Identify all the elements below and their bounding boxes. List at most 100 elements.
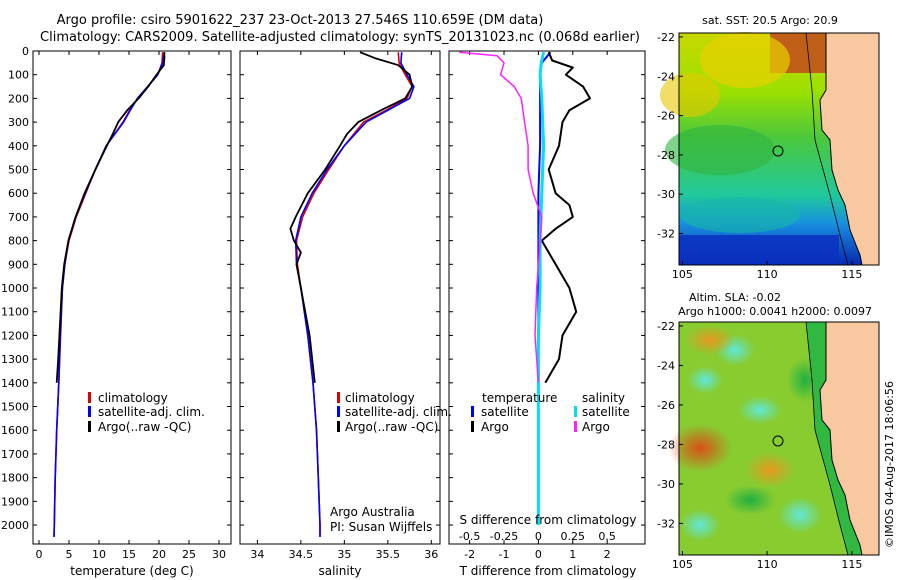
difference-axes: -2 -1 0 1 2 -0.5 -0.25 0 0.25 0.5 (449, 50, 645, 561)
sst-map (660, 32, 880, 266)
legend-label-climatology: climatology (345, 391, 415, 405)
y-tick-label: 1200 (1, 329, 29, 342)
series-line-salinity-satellite (536, 51, 546, 525)
map-y-tick-label: -26 (657, 399, 675, 412)
x-tick-label: 0 (535, 548, 542, 561)
legend-swatch-t-satellite (471, 406, 474, 417)
legend-title-salinity: salinity (582, 391, 625, 405)
salinity-axes: 34 34.5 35 35.5 36 (240, 50, 440, 561)
map-y-tick-label: -28 (657, 438, 675, 451)
y-tick-label: 1600 (1, 424, 29, 437)
sla-high-blob (745, 452, 795, 488)
annotation-line-1: Argo Australia (330, 505, 415, 519)
series-line-satellite-adj-clim (294, 52, 415, 537)
sst-map-frame (678, 32, 880, 266)
x-tick-label: 2 (604, 548, 611, 561)
y-tick-label: 400 (8, 140, 29, 153)
legend-swatch-t-argo (471, 421, 474, 432)
map-y-tick-label: -30 (657, 188, 675, 201)
sla-low-blob (778, 497, 822, 533)
sla-map-subtitle: Argo h1000: 0.0041 h2000: 0.0097 (678, 305, 872, 318)
legend-label-argo: Argo(..raw -QC) (345, 420, 438, 434)
difference-xlabel: T difference from climatology (459, 564, 637, 578)
s-tick-label: -0.5 (459, 530, 480, 543)
x-tick-label: -1 (499, 548, 510, 561)
sla-map-frame (678, 321, 880, 556)
temperature-legend: climatology satellite-adj. clim. Argo(..… (88, 391, 205, 434)
sla-low-blob (738, 396, 782, 424)
y-tick-label: 700 (8, 211, 29, 224)
x-tick-label: 30 (212, 548, 226, 561)
y-tick-label: 0 (22, 45, 29, 58)
series-line-argo-raw-qc (55, 52, 166, 383)
series-line-argo (540, 51, 591, 384)
legend-label-climatology: climatology (98, 391, 168, 405)
sla-mid-blob (725, 485, 775, 515)
x-tick-label: -2 (464, 548, 475, 561)
sla-high-blob (685, 325, 735, 355)
header-line-2: Climatology: CARS2009. Satellite-adjuste… (40, 30, 640, 45)
y-tick-label: 100 (8, 69, 29, 82)
series-line-climatology (295, 52, 414, 537)
difference-series (459, 51, 591, 525)
legend-label-satellite-adj: satellite-adj. clim. (345, 405, 452, 419)
x-tick-label: 35 (337, 548, 351, 561)
y-tick-label: 1800 (1, 472, 29, 485)
legend-label-argo: Argo(..raw -QC) (98, 420, 191, 434)
y-tick-label: 600 (8, 187, 29, 200)
sla-land (820, 322, 879, 555)
sla-low-blob (680, 509, 720, 541)
legend-swatch-climatology (88, 392, 91, 403)
sla-high-blob (668, 424, 732, 472)
sst-cool-patch (680, 197, 800, 233)
sla-shelf (806, 322, 862, 555)
legend-swatch-climatology (337, 392, 340, 403)
x-tick-label: 0 (36, 548, 43, 561)
map-x-tick-label: 115 (841, 268, 862, 281)
y-tick-label: 1500 (1, 401, 29, 414)
argo-float-marker (772, 435, 784, 447)
legend-label-satellite-adj: satellite-adj. clim. (98, 405, 205, 419)
legend-label-s-argo: Argo (582, 420, 610, 434)
x-tick-label: 1 (569, 548, 576, 561)
legend-swatch-satellite-adj (88, 406, 91, 417)
x-tick-label: 35.5 (376, 548, 401, 561)
legend-swatch-satellite-adj (337, 406, 340, 417)
sst-map-title: sat. SST: 20.5 Argo: 20.9 (702, 14, 838, 27)
annotation-line-2: PI: Susan Wijffels (330, 520, 432, 534)
x-tick-label: 25 (182, 548, 196, 561)
map-y-tick-label: -32 (657, 517, 675, 530)
sst-land (820, 33, 879, 265)
series-line-salinity-argo (459, 51, 543, 383)
temperature-plot-frame (32, 50, 232, 545)
x-tick-label: 34.5 (289, 548, 314, 561)
y-tick-label: 800 (8, 235, 29, 248)
y-tick-label: 1000 (1, 282, 29, 295)
map-y-tick-label: -32 (657, 228, 675, 241)
temperature-axes: 0100200300400500600700800900100011001200… (1, 45, 231, 561)
x-tick-label: 5 (66, 548, 73, 561)
sst-warm-patch (660, 73, 720, 117)
s-tick-label: 0.5 (598, 530, 616, 543)
legend-label-s-satellite: satellite (582, 405, 630, 419)
temperature-series (53, 52, 166, 537)
s-tick-label: 0.25 (561, 530, 586, 543)
sla-map-title: Altim. SLA: -0.02 (689, 291, 781, 304)
salinity-legend: climatology satellite-adj. clim. Argo(..… (337, 391, 452, 434)
map-x-tick-label: 110 (757, 558, 778, 571)
difference-legend: temperature salinity satellite Argo sate… (471, 391, 630, 434)
map-y-tick-label: -28 (657, 149, 675, 162)
x-tick-label: 20 (152, 548, 166, 561)
sla-coastline (819, 322, 863, 556)
sst-coastline (819, 33, 863, 266)
map-x-tick-label: 105 (672, 268, 693, 281)
x-tick-label: 15 (122, 548, 136, 561)
x-tick-label: 10 (92, 548, 106, 561)
s-tick-label: 0 (535, 530, 542, 543)
legend-swatch-argo (88, 421, 91, 432)
sst-coast-shelf (805, 32, 849, 266)
legend-title-temperature: temperature (482, 391, 557, 405)
y-tick-label: 300 (8, 116, 29, 129)
imos-stamp: ©IMOS 04-Aug-2017 18:06:56 (883, 381, 896, 548)
